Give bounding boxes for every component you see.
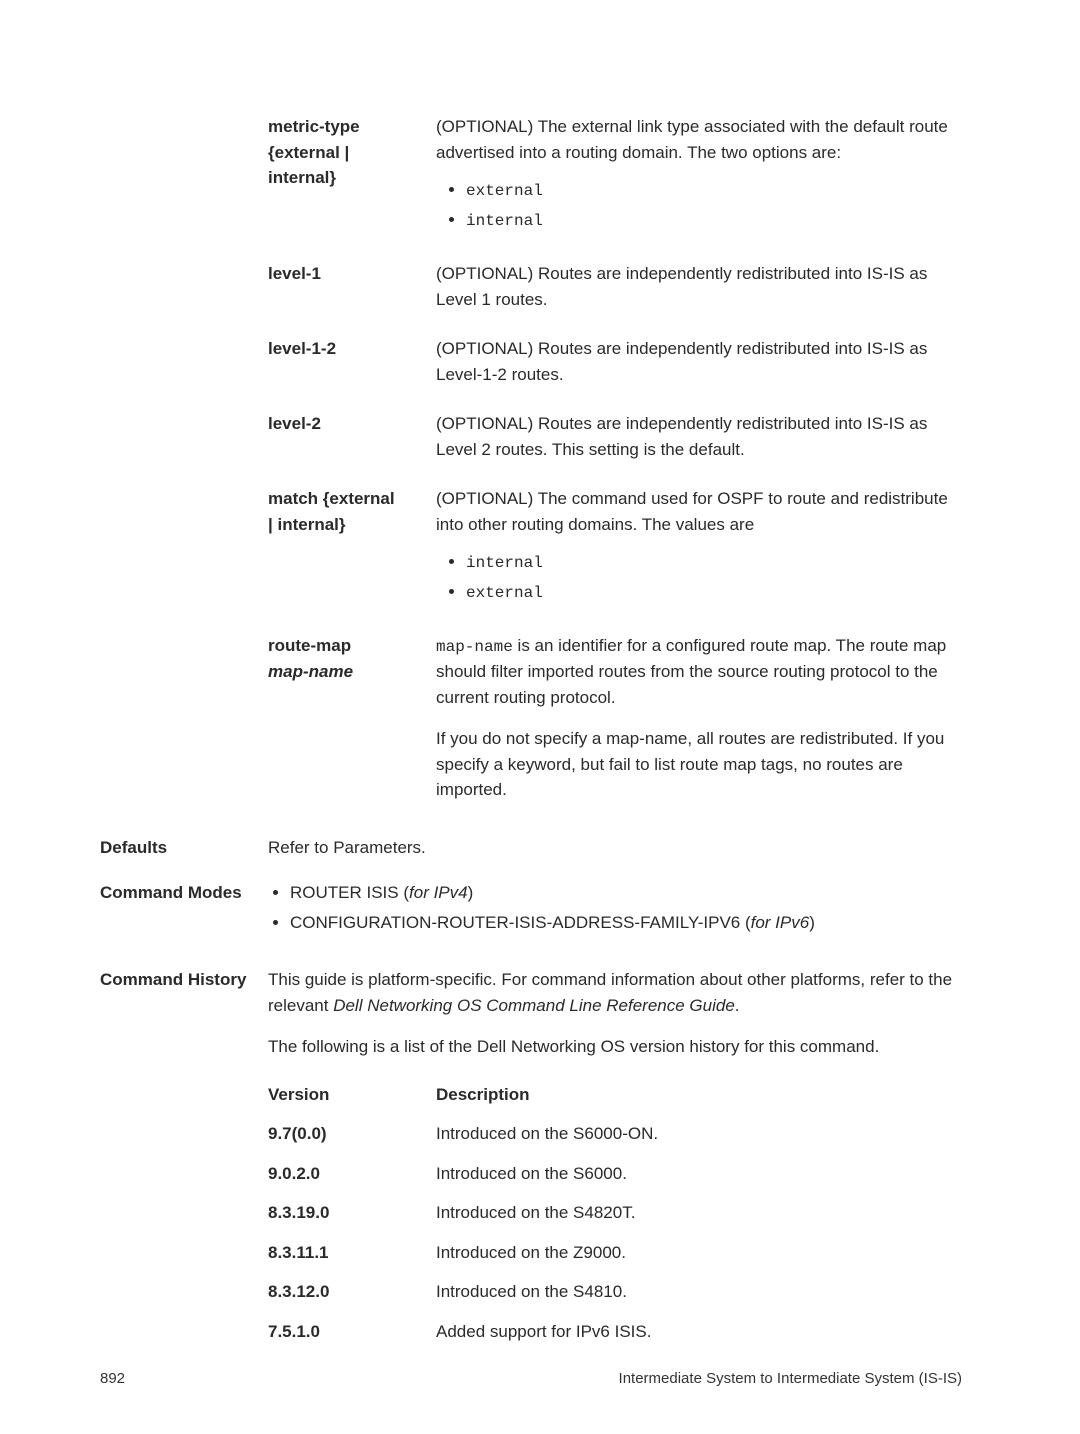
bullet-value: internal <box>466 554 543 572</box>
intro-italic: Dell Networking OS Command Line Referenc… <box>333 996 735 1015</box>
list-item: ROUTER ISIS (for IPv4) <box>290 880 962 906</box>
bullet-list: internal external <box>466 549 962 605</box>
mode-prefix: ROUTER ISIS ( <box>290 883 409 902</box>
param-match: match {external | internal} (OPTIONAL) T… <box>268 486 962 609</box>
table-row: 9.7(0.0) Introduced on the S6000-ON. <box>268 1121 962 1147</box>
history-section: Command History This guide is platform-s… <box>100 967 962 1358</box>
param-description: (OPTIONAL) Routes are independently redi… <box>436 336 962 387</box>
version-cell: 9.0.2.0 <box>268 1161 436 1187</box>
table-row: 8.3.12.0 Introduced on the S4810. <box>268 1279 962 1305</box>
param-description: (OPTIONAL) Routes are independently redi… <box>436 261 962 312</box>
mode-suffix: ) <box>468 883 474 902</box>
param-level-2: level-2 (OPTIONAL) Routes are independen… <box>268 411 962 462</box>
description-cell: Added support for IPv6 ISIS. <box>436 1319 962 1345</box>
table-row: 8.3.19.0 Introduced on the S4820T. <box>268 1200 962 1226</box>
version-cell: 7.5.1.0 <box>268 1319 436 1345</box>
history-intro: This guide is platform-specific. For com… <box>268 967 962 1018</box>
param-name-line: internal} <box>268 165 418 191</box>
defaults-section: Defaults Refer to Parameters. <box>100 835 962 861</box>
list-item: external <box>466 177 962 203</box>
version-cell: 8.3.19.0 <box>268 1200 436 1226</box>
modes-list: ROUTER ISIS (for IPv4) CONFIGURATION-ROU… <box>290 880 962 935</box>
bullet-value: external <box>466 182 543 200</box>
param-description: (OPTIONAL) The external link type associ… <box>436 114 962 165</box>
param-route-map: route-map map-name map-name is an identi… <box>268 633 962 803</box>
mono-term: map-name <box>436 638 513 656</box>
parameters-block: metric-type {external | internal} (OPTIO… <box>100 114 962 803</box>
mode-suffix: ) <box>809 913 815 932</box>
param-level-1: level-1 (OPTIONAL) Routes are independen… <box>268 261 962 312</box>
table-row: 9.0.2.0 Introduced on the S6000. <box>268 1161 962 1187</box>
param-name: level-1-2 <box>268 336 418 362</box>
param-description-extra: If you do not specify a map-name, all ro… <box>436 726 962 803</box>
desc-rest: is an identifier for a configured route … <box>436 636 946 707</box>
description-cell: Introduced on the Z9000. <box>436 1240 962 1266</box>
param-level-1-2: level-1-2 (OPTIONAL) Routes are independ… <box>268 336 962 387</box>
param-description: map-name is an identifier for a configur… <box>436 633 962 710</box>
list-item: internal <box>466 207 962 233</box>
modes-section: Command Modes ROUTER ISIS (for IPv4) CON… <box>100 880 962 939</box>
column-header-version: Version <box>268 1082 436 1108</box>
mode-italic: for IPv4 <box>409 883 468 902</box>
param-name-line: | internal} <box>268 512 418 538</box>
param-name-line: match {external <box>268 486 418 512</box>
table-row: 8.3.11.1 Introduced on the Z9000. <box>268 1240 962 1266</box>
intro-part2: . <box>735 996 740 1015</box>
param-name-line: map-name <box>268 659 418 685</box>
page-content: metric-type {external | internal} (OPTIO… <box>0 0 1080 1358</box>
list-item: internal <box>466 549 962 575</box>
version-cell: 8.3.11.1 <box>268 1240 436 1266</box>
column-header-description: Description <box>436 1082 962 1108</box>
description-cell: Introduced on the S6000. <box>436 1161 962 1187</box>
param-name-line: {external | <box>268 140 418 166</box>
page-footer: 892 Intermediate System to Intermediate … <box>100 1368 962 1391</box>
bullet-value: external <box>466 584 543 602</box>
section-label: Defaults <box>100 835 268 861</box>
description-cell: Introduced on the S4820T. <box>436 1200 962 1226</box>
version-table-header: Version Description <box>268 1082 962 1108</box>
footer-title: Intermediate System to Intermediate Syst… <box>619 1368 962 1391</box>
version-table: Version Description 9.7(0.0) Introduced … <box>268 1082 962 1345</box>
table-row: 7.5.1.0 Added support for IPv6 ISIS. <box>268 1319 962 1345</box>
description-cell: Introduced on the S6000-ON. <box>436 1121 962 1147</box>
section-label: Command Modes <box>100 880 268 906</box>
defaults-text: Refer to Parameters. <box>268 835 962 861</box>
history-followup: The following is a list of the Dell Netw… <box>268 1034 962 1060</box>
bullet-value: internal <box>466 212 543 230</box>
bullet-list: external internal <box>466 177 962 233</box>
param-description: (OPTIONAL) The command used for OSPF to … <box>436 486 962 537</box>
section-label: Command History <box>100 967 268 993</box>
mode-italic: for IPv6 <box>751 913 810 932</box>
list-item: external <box>466 579 962 605</box>
param-name: level-1 <box>268 261 418 287</box>
description-cell: Introduced on the S4810. <box>436 1279 962 1305</box>
param-metric-type: metric-type {external | internal} (OPTIO… <box>268 114 962 237</box>
param-description: (OPTIONAL) Routes are independently redi… <box>436 411 962 462</box>
version-cell: 8.3.12.0 <box>268 1279 436 1305</box>
version-cell: 9.7(0.0) <box>268 1121 436 1147</box>
param-name: level-2 <box>268 411 418 437</box>
mode-prefix: CONFIGURATION-ROUTER-ISIS-ADDRESS-FAMILY… <box>290 913 751 932</box>
param-name-line: route-map <box>268 633 418 659</box>
list-item: CONFIGURATION-ROUTER-ISIS-ADDRESS-FAMILY… <box>290 910 962 936</box>
param-name-line: metric-type <box>268 114 418 140</box>
page-number: 892 <box>100 1368 125 1391</box>
